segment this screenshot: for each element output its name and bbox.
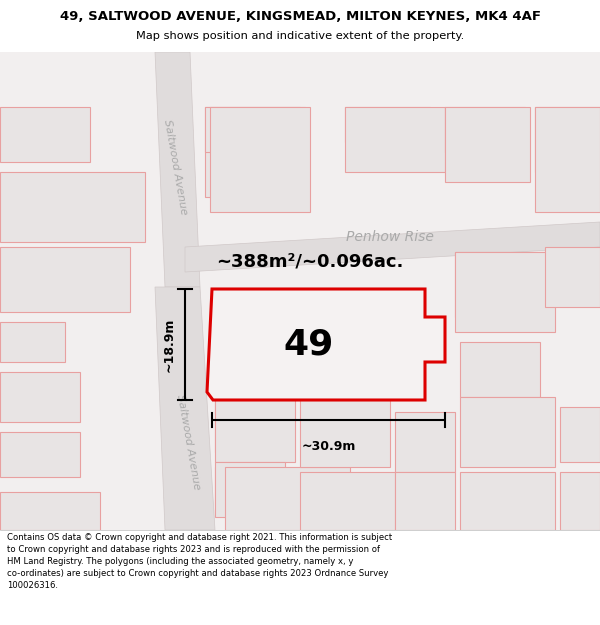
Polygon shape (0, 247, 130, 312)
Polygon shape (0, 372, 80, 422)
Polygon shape (215, 392, 290, 452)
Polygon shape (215, 392, 295, 462)
Polygon shape (205, 107, 305, 152)
Polygon shape (445, 107, 525, 152)
Polygon shape (560, 472, 600, 530)
Polygon shape (545, 247, 600, 307)
Polygon shape (445, 107, 530, 182)
Text: 49, SALTWOOD AVENUE, KINGSMEAD, MILTON KEYNES, MK4 4AF: 49, SALTWOOD AVENUE, KINGSMEAD, MILTON K… (59, 11, 541, 23)
Polygon shape (0, 322, 65, 362)
Text: 49: 49 (283, 328, 334, 361)
Polygon shape (460, 342, 540, 397)
Polygon shape (535, 107, 600, 172)
Polygon shape (210, 107, 310, 212)
Polygon shape (215, 462, 285, 517)
Polygon shape (0, 172, 145, 242)
Polygon shape (345, 107, 430, 142)
Polygon shape (155, 287, 215, 530)
Polygon shape (300, 472, 395, 530)
Polygon shape (300, 397, 390, 467)
Polygon shape (0, 492, 100, 530)
Polygon shape (560, 407, 600, 462)
Polygon shape (207, 289, 445, 400)
Polygon shape (185, 222, 600, 272)
Text: ~388m²/~0.096ac.: ~388m²/~0.096ac. (217, 253, 404, 271)
Polygon shape (0, 107, 90, 162)
Polygon shape (460, 397, 555, 467)
Polygon shape (0, 432, 80, 477)
Polygon shape (455, 252, 555, 332)
Polygon shape (225, 467, 350, 530)
Polygon shape (535, 107, 600, 212)
Text: Contains OS data © Crown copyright and database right 2021. This information is : Contains OS data © Crown copyright and d… (7, 533, 392, 591)
Text: Saltwood Avenue: Saltwood Avenue (161, 119, 188, 216)
Polygon shape (155, 52, 200, 287)
Text: Map shows position and indicative extent of the property.: Map shows position and indicative extent… (136, 31, 464, 41)
Text: Penhow Rise: Penhow Rise (346, 230, 434, 244)
Polygon shape (455, 252, 545, 317)
Polygon shape (395, 472, 455, 530)
Polygon shape (460, 472, 555, 530)
Text: Saltwood Avenue: Saltwood Avenue (175, 394, 202, 491)
Text: ~30.9m: ~30.9m (301, 440, 356, 453)
Polygon shape (0, 52, 600, 530)
Polygon shape (205, 107, 300, 197)
Polygon shape (215, 467, 280, 512)
Polygon shape (345, 107, 445, 172)
Polygon shape (395, 412, 455, 472)
Text: ~18.9m: ~18.9m (163, 318, 176, 372)
